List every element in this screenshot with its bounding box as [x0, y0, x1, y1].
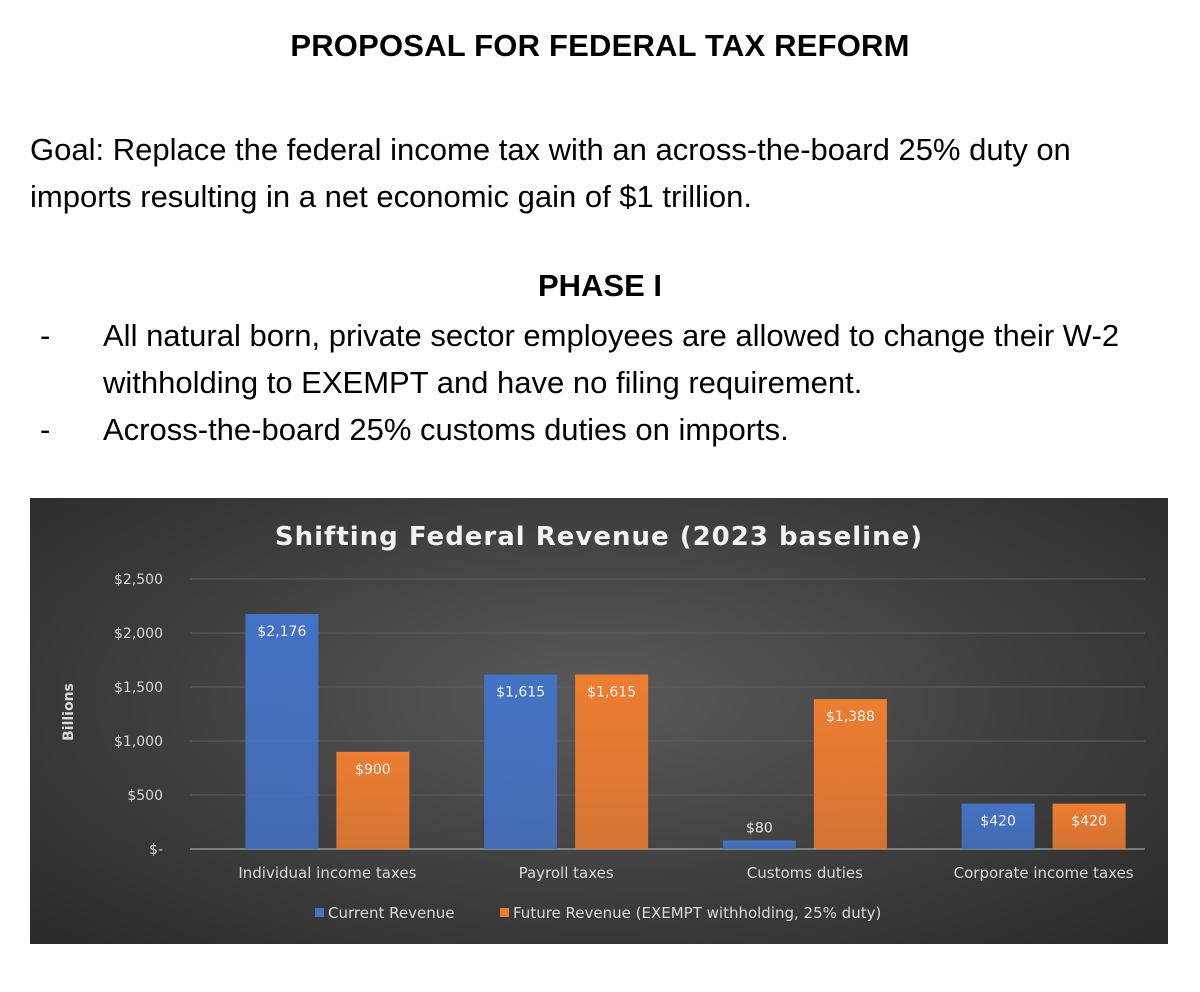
- legend-swatch: [315, 908, 324, 917]
- chart-canvas: Shifting Federal Revenue (2023 baseline)…: [61, 522, 1145, 922]
- legend: Current Revenue Future Revenue (EXEMPT wi…: [315, 904, 881, 922]
- y-tick-label: $500: [127, 788, 163, 804]
- legend-label: Current Revenue: [328, 904, 454, 922]
- bar-future-revenue: [575, 674, 649, 849]
- category-labels: Individual income taxes Payroll taxes Cust…: [238, 864, 1133, 882]
- y-axis-label: Billions: [61, 683, 77, 741]
- bullet-item: - All natural born, private sector emplo…: [0, 312, 1200, 406]
- bullet-text: Across-the-board 25% customs duties on i…: [103, 412, 789, 447]
- category-label: Payroll taxes: [519, 864, 614, 882]
- bullet-item: - Across-the-board 25% customs duties on…: [0, 406, 1200, 453]
- category-label: Customs duties: [747, 864, 863, 882]
- bullet-marker: -: [40, 318, 51, 353]
- bar-current-revenue: [484, 674, 558, 849]
- y-tick-label: $1,500: [114, 680, 163, 696]
- y-tick-label: $2,000: [114, 626, 163, 642]
- bullet-marker: -: [40, 412, 51, 447]
- bar-future-revenue: [813, 699, 887, 849]
- data-label: $900: [355, 762, 391, 778]
- category-label: Individual income taxes: [238, 864, 416, 882]
- y-axis-ticks: $- $500 $1,000 $1,500 $2,000 $2,500: [114, 572, 163, 858]
- document-title: PROPOSAL FOR FEDERAL TAX REFORM: [290, 28, 910, 63]
- phase-heading: PHASE I: [537, 268, 663, 303]
- legend-swatch: [500, 908, 509, 917]
- data-label: $1,615: [496, 685, 545, 701]
- data-label: $420: [980, 814, 1016, 830]
- bars: [245, 613, 1126, 849]
- legend-label: Future Revenue (EXEMPT withholding, 25% …: [513, 904, 881, 922]
- bar-current-revenue: [245, 613, 319, 849]
- y-tick-label: $2,500: [114, 572, 163, 588]
- revenue-chart: Shifting Federal Revenue (2023 baseline)…: [30, 498, 1168, 944]
- y-tick-label: $-: [149, 842, 163, 858]
- data-labels: $2,176 $900 $1,615 $1,615 $80 $1,388 $420 $420: [257, 624, 1107, 836]
- bar-future-revenue: [336, 751, 410, 849]
- bar-future-revenue: [1052, 803, 1126, 849]
- bullet-list: - All natural born, private sector emplo…: [0, 312, 1200, 453]
- data-label: $2,176: [257, 624, 306, 640]
- y-tick-label: $1,000: [114, 734, 163, 750]
- category-label: Corporate income taxes: [954, 864, 1134, 882]
- data-label: $420: [1071, 814, 1107, 830]
- bar-current-revenue: [722, 840, 796, 849]
- data-label: $80: [746, 820, 773, 836]
- data-label: $1,615: [587, 685, 636, 701]
- bar-current-revenue: [961, 803, 1035, 849]
- data-label: $1,388: [826, 709, 875, 725]
- goal-statement: Goal: Replace the federal income tax wit…: [30, 132, 1071, 214]
- bullet-text: All natural born, private sector employe…: [103, 318, 1120, 400]
- chart-title: Shifting Federal Revenue (2023 baseline): [275, 522, 923, 552]
